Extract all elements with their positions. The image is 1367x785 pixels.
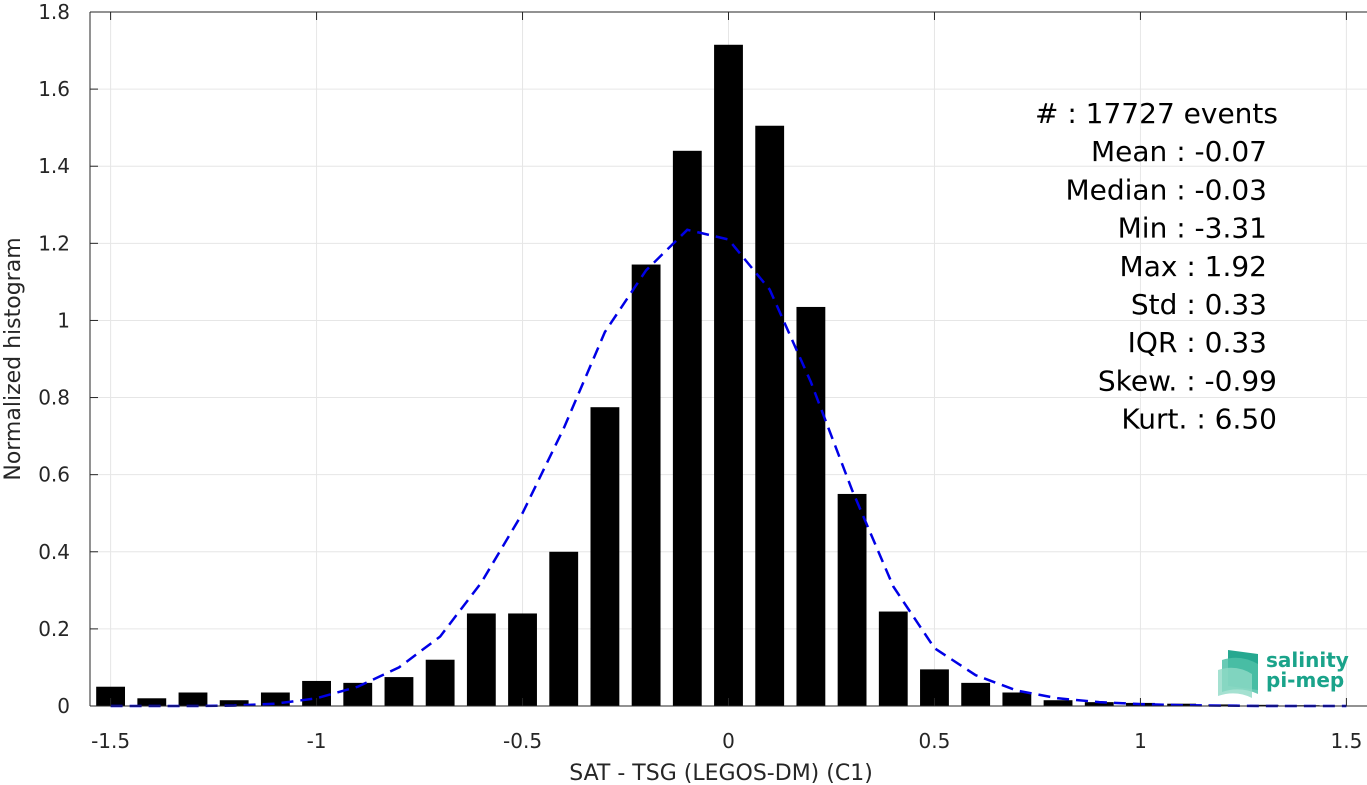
- y-tick-label: 1.4: [38, 154, 70, 178]
- x-tick-label: -1.5: [91, 729, 130, 753]
- histogram-bar: [425, 659, 455, 706]
- stat-line: Min : -3.31: [1118, 212, 1267, 245]
- histogram-bar: [96, 686, 126, 706]
- stat-line: Std : 0.33: [1131, 288, 1267, 321]
- stat-line: IQR : 0.33: [1128, 326, 1267, 359]
- histogram-bar: [466, 613, 496, 706]
- x-tick-label: -0.5: [503, 729, 542, 753]
- histogram-bar: [590, 407, 620, 706]
- y-tick-label: 1.8: [38, 0, 70, 24]
- histogram-bar: [219, 700, 249, 706]
- x-tick-label: 1: [1134, 729, 1147, 753]
- y-tick-labels: 0 0.2 0.4 0.6 0.8 1 1.2 1.4 1.6 1.8: [38, 0, 70, 718]
- histogram-bar: [1208, 704, 1238, 706]
- histogram-bar: [631, 264, 661, 706]
- stat-line: Mean : -0.07: [1091, 135, 1267, 168]
- y-tick-label: 0: [57, 694, 70, 718]
- x-tick-label: 1.5: [1330, 729, 1362, 753]
- y-tick-label: 0.6: [38, 463, 70, 487]
- histogram-bar: [508, 613, 537, 706]
- y-tick-label: 1: [57, 308, 70, 332]
- y-tick-label: 0.4: [38, 540, 70, 564]
- histogram-bar: [672, 150, 702, 707]
- histogram-bar: [343, 682, 373, 706]
- histogram-bar: [137, 698, 167, 706]
- stat-line: # : 17727 events: [1035, 97, 1278, 130]
- histogram-bar: [1043, 700, 1073, 706]
- x-tick-labels: -1.5 -1 -0.5 0 0.5 1 1.5: [91, 729, 1362, 753]
- stats-box: # : 17727 events Mean : -0.07 Median : -0.…: [1035, 97, 1278, 436]
- histogram-bar: [384, 677, 414, 706]
- y-tick-label: 0.8: [38, 386, 70, 410]
- histogram-bars: [96, 44, 1361, 707]
- y-axis-label: Normalized histogram: [1, 237, 26, 480]
- x-tick-label: -1: [307, 729, 327, 753]
- x-axis-label: SAT - TSG (LEGOS-DM) (C1): [569, 761, 873, 785]
- stat-line: Kurt. : 6.50: [1121, 403, 1277, 436]
- histogram-bar: [178, 692, 208, 706]
- x-tick-label: 0: [722, 729, 735, 753]
- histogram-bar: [1249, 704, 1279, 706]
- histogram-bar: [837, 493, 867, 706]
- axes: [89, 11, 1367, 707]
- y-tick-label: 1.2: [38, 231, 70, 255]
- stat-line: Skew. : -0.99: [1098, 364, 1277, 397]
- histogram-bar: [878, 611, 908, 706]
- stat-line: Max : 1.92: [1120, 250, 1267, 283]
- histogram-bar: [549, 551, 579, 706]
- histogram-bar: [714, 44, 743, 707]
- histogram-bar: [755, 125, 785, 706]
- salinity-pi-mep-logo: salinity pi-mep: [1218, 648, 1349, 698]
- logo-text-pi-mep: pi-mep: [1266, 668, 1344, 692]
- histogram-bar: [961, 682, 991, 706]
- histogram-bar: [1002, 692, 1032, 706]
- y-tick-label: 1.6: [38, 77, 70, 101]
- logo-text-salinity: salinity: [1266, 648, 1349, 672]
- x-tick-label: 0.5: [919, 729, 951, 753]
- histogram-bar: [1084, 702, 1114, 706]
- stat-line: Median : -0.03: [1065, 173, 1267, 206]
- wave-logo-icon: [1218, 650, 1258, 698]
- histogram-bar: [796, 306, 826, 706]
- y-tick-label: 0.2: [38, 617, 70, 641]
